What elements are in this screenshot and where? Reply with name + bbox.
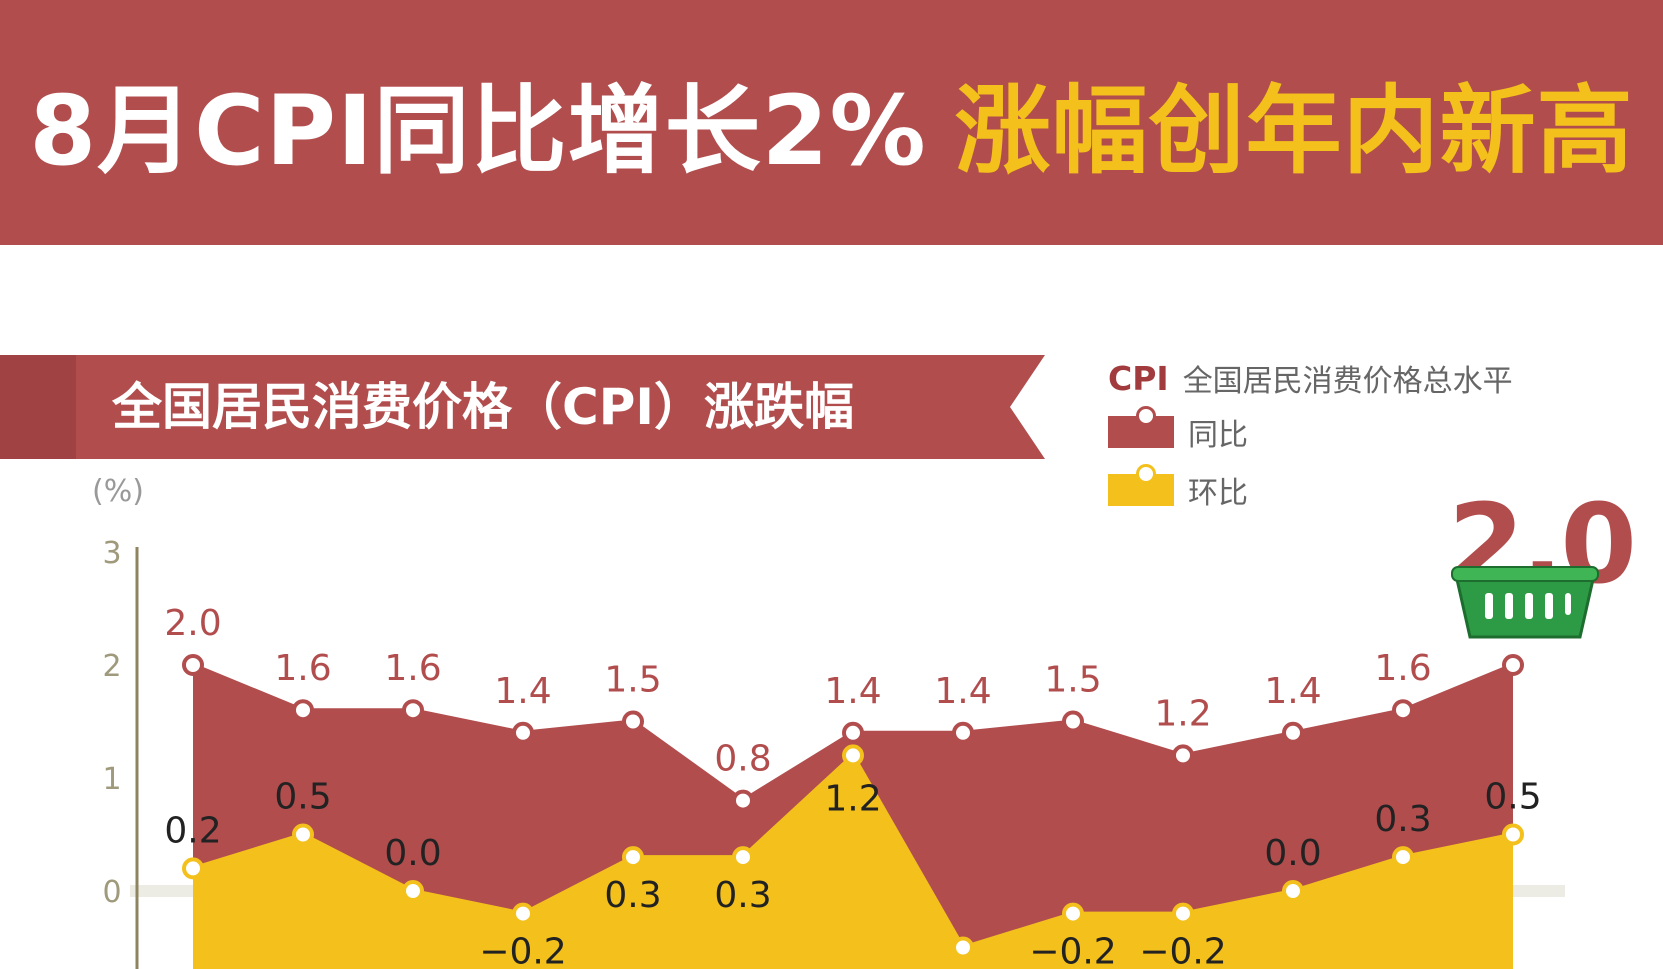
y-axis-unit: (%) bbox=[92, 474, 144, 509]
yoy-data-label-10: 1.4 bbox=[1264, 671, 1321, 712]
mom-point-8 bbox=[1062, 902, 1084, 925]
mom-point-9 bbox=[1172, 902, 1194, 925]
yoy-point-10 bbox=[1282, 721, 1304, 744]
legend-swatch-yoy bbox=[1108, 406, 1174, 448]
legend: CPI 全国居民消费价格总水平 同比 环比 bbox=[1108, 356, 1648, 516]
yoy-data-label-3: 1.4 bbox=[494, 671, 551, 712]
legend-swatch-mom bbox=[1108, 464, 1174, 506]
yoy-point-4 bbox=[622, 710, 644, 733]
mom-point-5 bbox=[732, 846, 754, 869]
yoy-data-label-5: 0.8 bbox=[714, 739, 771, 780]
mom-data-label-9: −0.2 bbox=[1139, 932, 1226, 969]
mom-point-2 bbox=[402, 880, 424, 902]
yoy-data-label-9: 1.2 bbox=[1154, 693, 1211, 734]
legend-label-yoy: 同比 bbox=[1188, 418, 1248, 453]
page-title: 8月CPI同比增长2% 涨幅创年内新高 bbox=[0, 0, 1663, 245]
legend-marker-icon bbox=[1136, 464, 1156, 484]
yoy-point-8 bbox=[1062, 710, 1084, 733]
mom-point-3 bbox=[512, 902, 534, 925]
mom-point-10 bbox=[1282, 880, 1304, 902]
mom-point-11 bbox=[1392, 846, 1414, 869]
mom-data-label-2: 0.0 bbox=[384, 833, 441, 874]
yoy-point-6 bbox=[842, 721, 864, 744]
yoy-point-0 bbox=[182, 654, 204, 676]
yoy-data-label-4: 1.5 bbox=[604, 660, 661, 701]
yoy-point-1 bbox=[292, 699, 314, 722]
legend-cpi-desc: 全国居民消费价格总水平 bbox=[1182, 364, 1513, 399]
mom-data-label-0: 0.2 bbox=[164, 810, 221, 851]
legend-marker-icon bbox=[1136, 406, 1156, 426]
yoy-data-label-6: 1.4 bbox=[824, 671, 881, 712]
mom-point-7 bbox=[952, 936, 974, 959]
mom-data-label-11: 0.3 bbox=[1374, 799, 1431, 840]
mom-point-1 bbox=[292, 823, 314, 846]
yoy-data-label-11: 1.6 bbox=[1374, 648, 1431, 689]
mom-point-12 bbox=[1502, 823, 1524, 846]
yoy-data-label-2: 1.6 bbox=[384, 648, 441, 689]
legend-item-yoy: 同比 bbox=[1108, 406, 1248, 454]
yoy-data-label-1: 1.6 bbox=[274, 648, 331, 689]
yoy-point-12 bbox=[1502, 654, 1524, 676]
mom-data-label-10: 0.0 bbox=[1264, 833, 1321, 874]
yoy-point-9 bbox=[1172, 744, 1194, 767]
mom-point-0 bbox=[182, 857, 204, 880]
legend-cpi-row: CPI 全国居民消费价格总水平 bbox=[1108, 356, 1513, 400]
mom-point-6 bbox=[842, 744, 864, 767]
yoy-point-11 bbox=[1392, 699, 1414, 722]
yoy-data-label-8: 1.5 bbox=[1044, 660, 1101, 701]
legend-item-mom: 环比 bbox=[1108, 464, 1248, 512]
y-tick-label: 2 bbox=[102, 649, 121, 684]
banner-shape bbox=[0, 355, 1045, 459]
mom-data-label-8: −0.2 bbox=[1029, 932, 1116, 969]
yoy-data-label-0: 2.0 bbox=[164, 603, 221, 644]
mom-data-label-3: −0.2 bbox=[479, 932, 566, 969]
title-main: 8月CPI同比增长2% bbox=[29, 75, 927, 187]
mom-data-label-4: 0.3 bbox=[604, 875, 661, 916]
title-highlight: 涨幅创年内新高 bbox=[954, 75, 1634, 187]
mom-point-4 bbox=[622, 846, 644, 869]
y-tick-label: 0 bbox=[102, 875, 121, 910]
shopping-basket-icon bbox=[1451, 566, 1599, 639]
yoy-point-5 bbox=[732, 789, 754, 812]
y-tick-label: 3 bbox=[102, 536, 121, 571]
legend-cpi-label: CPI bbox=[1108, 358, 1169, 398]
yoy-point-7 bbox=[952, 721, 974, 744]
yoy-data-label-7: 1.4 bbox=[934, 671, 991, 712]
chart-title: 全国居民消费价格（CPI）涨跌幅 bbox=[112, 378, 854, 436]
yoy-point-3 bbox=[512, 721, 534, 744]
mom-data-label-12: 0.5 bbox=[1484, 777, 1541, 818]
header-banner bbox=[0, 0, 1663, 245]
mom-data-label-1: 0.5 bbox=[274, 777, 331, 818]
chart-title-banner: 全国居民消费价格（CPI）涨跌幅 bbox=[0, 355, 1045, 459]
legend-label-mom: 环比 bbox=[1188, 476, 1248, 511]
mom-data-label-6: 1.2 bbox=[824, 778, 881, 819]
y-tick-label: 1 bbox=[102, 762, 121, 797]
yoy-point-2 bbox=[402, 699, 424, 722]
mom-data-label-5: 0.3 bbox=[714, 875, 771, 916]
